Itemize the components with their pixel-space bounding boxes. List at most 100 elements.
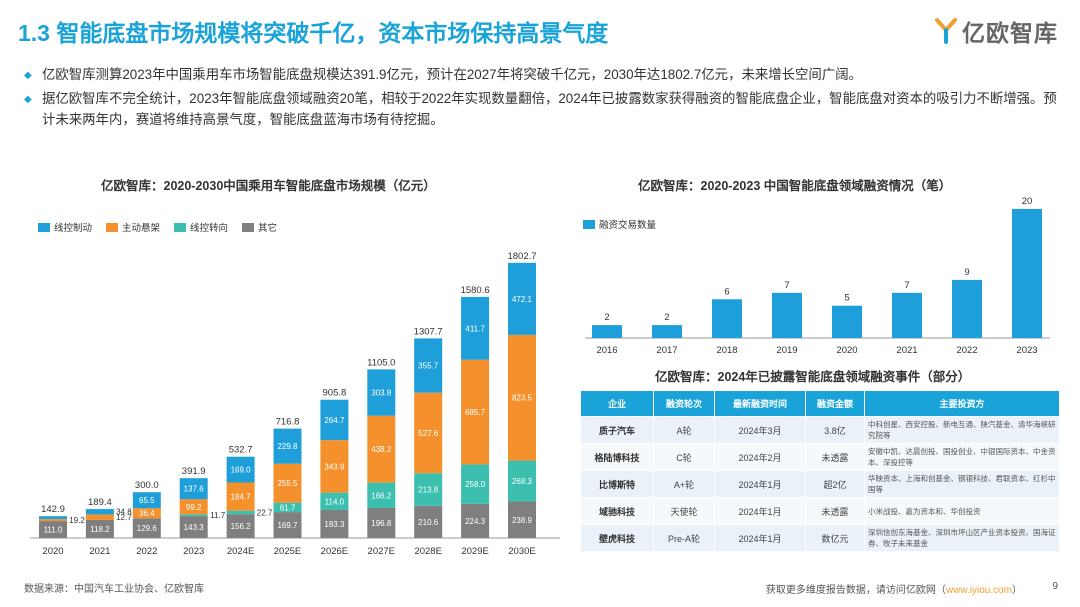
segment-label: 224.3 <box>465 517 486 526</box>
segment-label: 129.6 <box>137 524 158 533</box>
total-label: 142.9 <box>41 504 65 515</box>
segment-label: 111.0 <box>44 526 63 535</box>
column-header: 融资轮次 <box>653 390 715 417</box>
table-cell: 天使轮 <box>653 497 715 525</box>
bar-segment <box>320 399 349 441</box>
legend-label: 线控转向 <box>190 223 229 234</box>
market-size-chart: 111.0 19.2 142.9 2020 118.2 12.734.8 189.4 2021… <box>30 251 560 557</box>
legend-label: 主动悬架 <box>122 223 161 234</box>
tick-label: 2025E <box>274 546 301 557</box>
legend-swatch <box>583 219 595 229</box>
segment-label: 258.0 <box>465 480 486 489</box>
bar-segment <box>320 510 349 538</box>
bar-segment <box>320 492 349 511</box>
tick-label: 2016 <box>596 345 617 356</box>
data-source: 数据来源：中国汽车工业协会、亿欧智库 <box>24 584 204 595</box>
bullet-text: 据亿欧智库不完全统计，2023年智能底盘领域融资20笔，相较于2022年实现数量… <box>42 91 1057 127</box>
bar <box>952 279 982 338</box>
market-size-legend: 线控制动 主动悬架 线控转向 其它 <box>38 220 277 234</box>
bar <box>1012 208 1042 338</box>
bar-segment <box>85 519 114 538</box>
table-cell: 未透露 <box>805 443 865 471</box>
segment-label: 343.9 <box>324 462 345 471</box>
table-cell: 壁虎科技 <box>580 524 654 552</box>
table-row: 壁虎科技 Pre-A轮 2024年1月 数亿元 深圳信创东海基金、深圳市坪山区产业资本投… <box>580 524 1060 552</box>
bar-segment <box>273 463 302 503</box>
segment-label: 34.8 <box>116 508 132 517</box>
legend-item: 其它 <box>242 220 277 234</box>
segment-label: 823.5 <box>512 394 533 403</box>
diamond-bullet-icon: ◆ <box>24 94 32 105</box>
market-size-chart-title: 亿欧智库：2020-2030中国乘用车智能底盘市场规模（亿元） <box>101 179 436 193</box>
bar-segment <box>273 512 302 538</box>
segment-label: 196.8 <box>371 519 392 528</box>
bar <box>652 325 682 338</box>
total-label: 716.8 <box>276 417 300 428</box>
segment-label: 210.6 <box>418 518 439 527</box>
bullet-item: ◆ 亿欧智库测算2023年中国乘用车市场智能底盘规模达391.9亿元，预计在20… <box>24 64 1064 86</box>
financing-chart-title: 亿欧智库：2020-2023 中国智能底盘领域融资情况（笔） <box>638 179 952 193</box>
segment-label: 213.8 <box>418 486 439 495</box>
bar-segment <box>39 521 67 538</box>
table-cell: 小米战投、嘉为资本和、华创投资 <box>864 497 1060 525</box>
logo-text: 亿欧智库 <box>962 20 1058 46</box>
tick-label: 2022 <box>136 546 157 557</box>
table-cell: 中科创星、西安控股、新电互通、陕汽基金、清华海峡研究院等 <box>864 416 1060 444</box>
tick-label: 2029E <box>461 546 488 557</box>
segment-label: 472.1 <box>512 295 533 304</box>
bar-segment <box>461 464 490 504</box>
bar-segment <box>85 509 114 515</box>
bar-segment <box>85 514 114 520</box>
table-cell: 未透露 <box>805 497 865 525</box>
segment-label: 169.0 <box>231 466 252 475</box>
legend-label: 其它 <box>258 223 278 234</box>
page-title: 1.3 智能底盘市场规模将突破千亿，资本市场保持高景气度 <box>18 20 609 46</box>
bar-segment <box>132 518 161 538</box>
segment-label: 264.7 <box>324 416 345 425</box>
segment-label: 355.7 <box>418 362 439 371</box>
total-label: 1580.6 <box>461 285 490 296</box>
website-link[interactable]: www.iyiou.com <box>945 585 1012 596</box>
segment-label: 229.8 <box>277 442 298 451</box>
tick-label: 2026E <box>321 546 348 557</box>
value-label: 5 <box>844 293 849 304</box>
bar-segment <box>273 502 302 513</box>
table-header-row: 企业 融资轮次 最新融资时间 融资金额 主要投资方 <box>580 390 1060 417</box>
segment-label: 527.6 <box>418 429 439 438</box>
tick-label: 2020 <box>42 546 63 557</box>
legend-swatch <box>106 222 119 232</box>
tick-label: 2018 <box>716 345 737 356</box>
bar-segment <box>179 478 208 500</box>
tick-label: 2028E <box>414 546 441 557</box>
segment-label: 268.3 <box>512 477 533 486</box>
table-cell: 2024年1月 <box>714 524 806 552</box>
tick-label: 2021 <box>89 546 110 557</box>
table-cell: 3.8亿 <box>805 416 865 444</box>
segment-label: 12.7 <box>116 513 132 522</box>
bar-segment <box>508 460 536 502</box>
bar-segment <box>179 516 208 538</box>
financing-events-table: 企业 融资轮次 最新融资时间 融资金额 主要投资方 质子汽车 A轮 2024年3月 3.8亿中… <box>580 390 1060 552</box>
segment-label: 685.7 <box>465 408 486 417</box>
segment-label: 11.7 <box>210 511 226 520</box>
column-header: 融资金额 <box>805 390 865 417</box>
column-header: 企业 <box>580 390 654 417</box>
table-row: 比博斯特 A+轮 2024年1月 超2亿 华映资本、上海和创基金、钢银科技、君联资本、红… <box>580 470 1060 498</box>
legend-item: 线控制动 <box>38 220 92 234</box>
value-label: 6 <box>724 286 729 297</box>
value-label: 7 <box>784 280 789 291</box>
segment-label: 19.2 <box>69 516 85 525</box>
summary-bullets: ◆ 亿欧智库测算2023年中国乘用车市场智能底盘规模达391.9亿元，预计在20… <box>24 64 1064 132</box>
bar-segment <box>226 482 255 511</box>
bar-segment <box>39 516 67 520</box>
logo-mark-icon <box>935 18 957 44</box>
footer-close: ） <box>1012 585 1022 596</box>
segment-label: 22.7 <box>257 508 273 517</box>
table-cell: 数亿元 <box>805 524 865 552</box>
table-cell: A+轮 <box>653 470 715 498</box>
financing-table-title: 亿欧智库：2024年已披露智能底盘领域融资事件（部分） <box>655 370 971 384</box>
table-cell: Pre-A轮 <box>653 524 715 552</box>
bar <box>832 305 862 338</box>
total-label: 1307.7 <box>414 326 443 337</box>
segment-label: 169.7 <box>277 521 298 530</box>
